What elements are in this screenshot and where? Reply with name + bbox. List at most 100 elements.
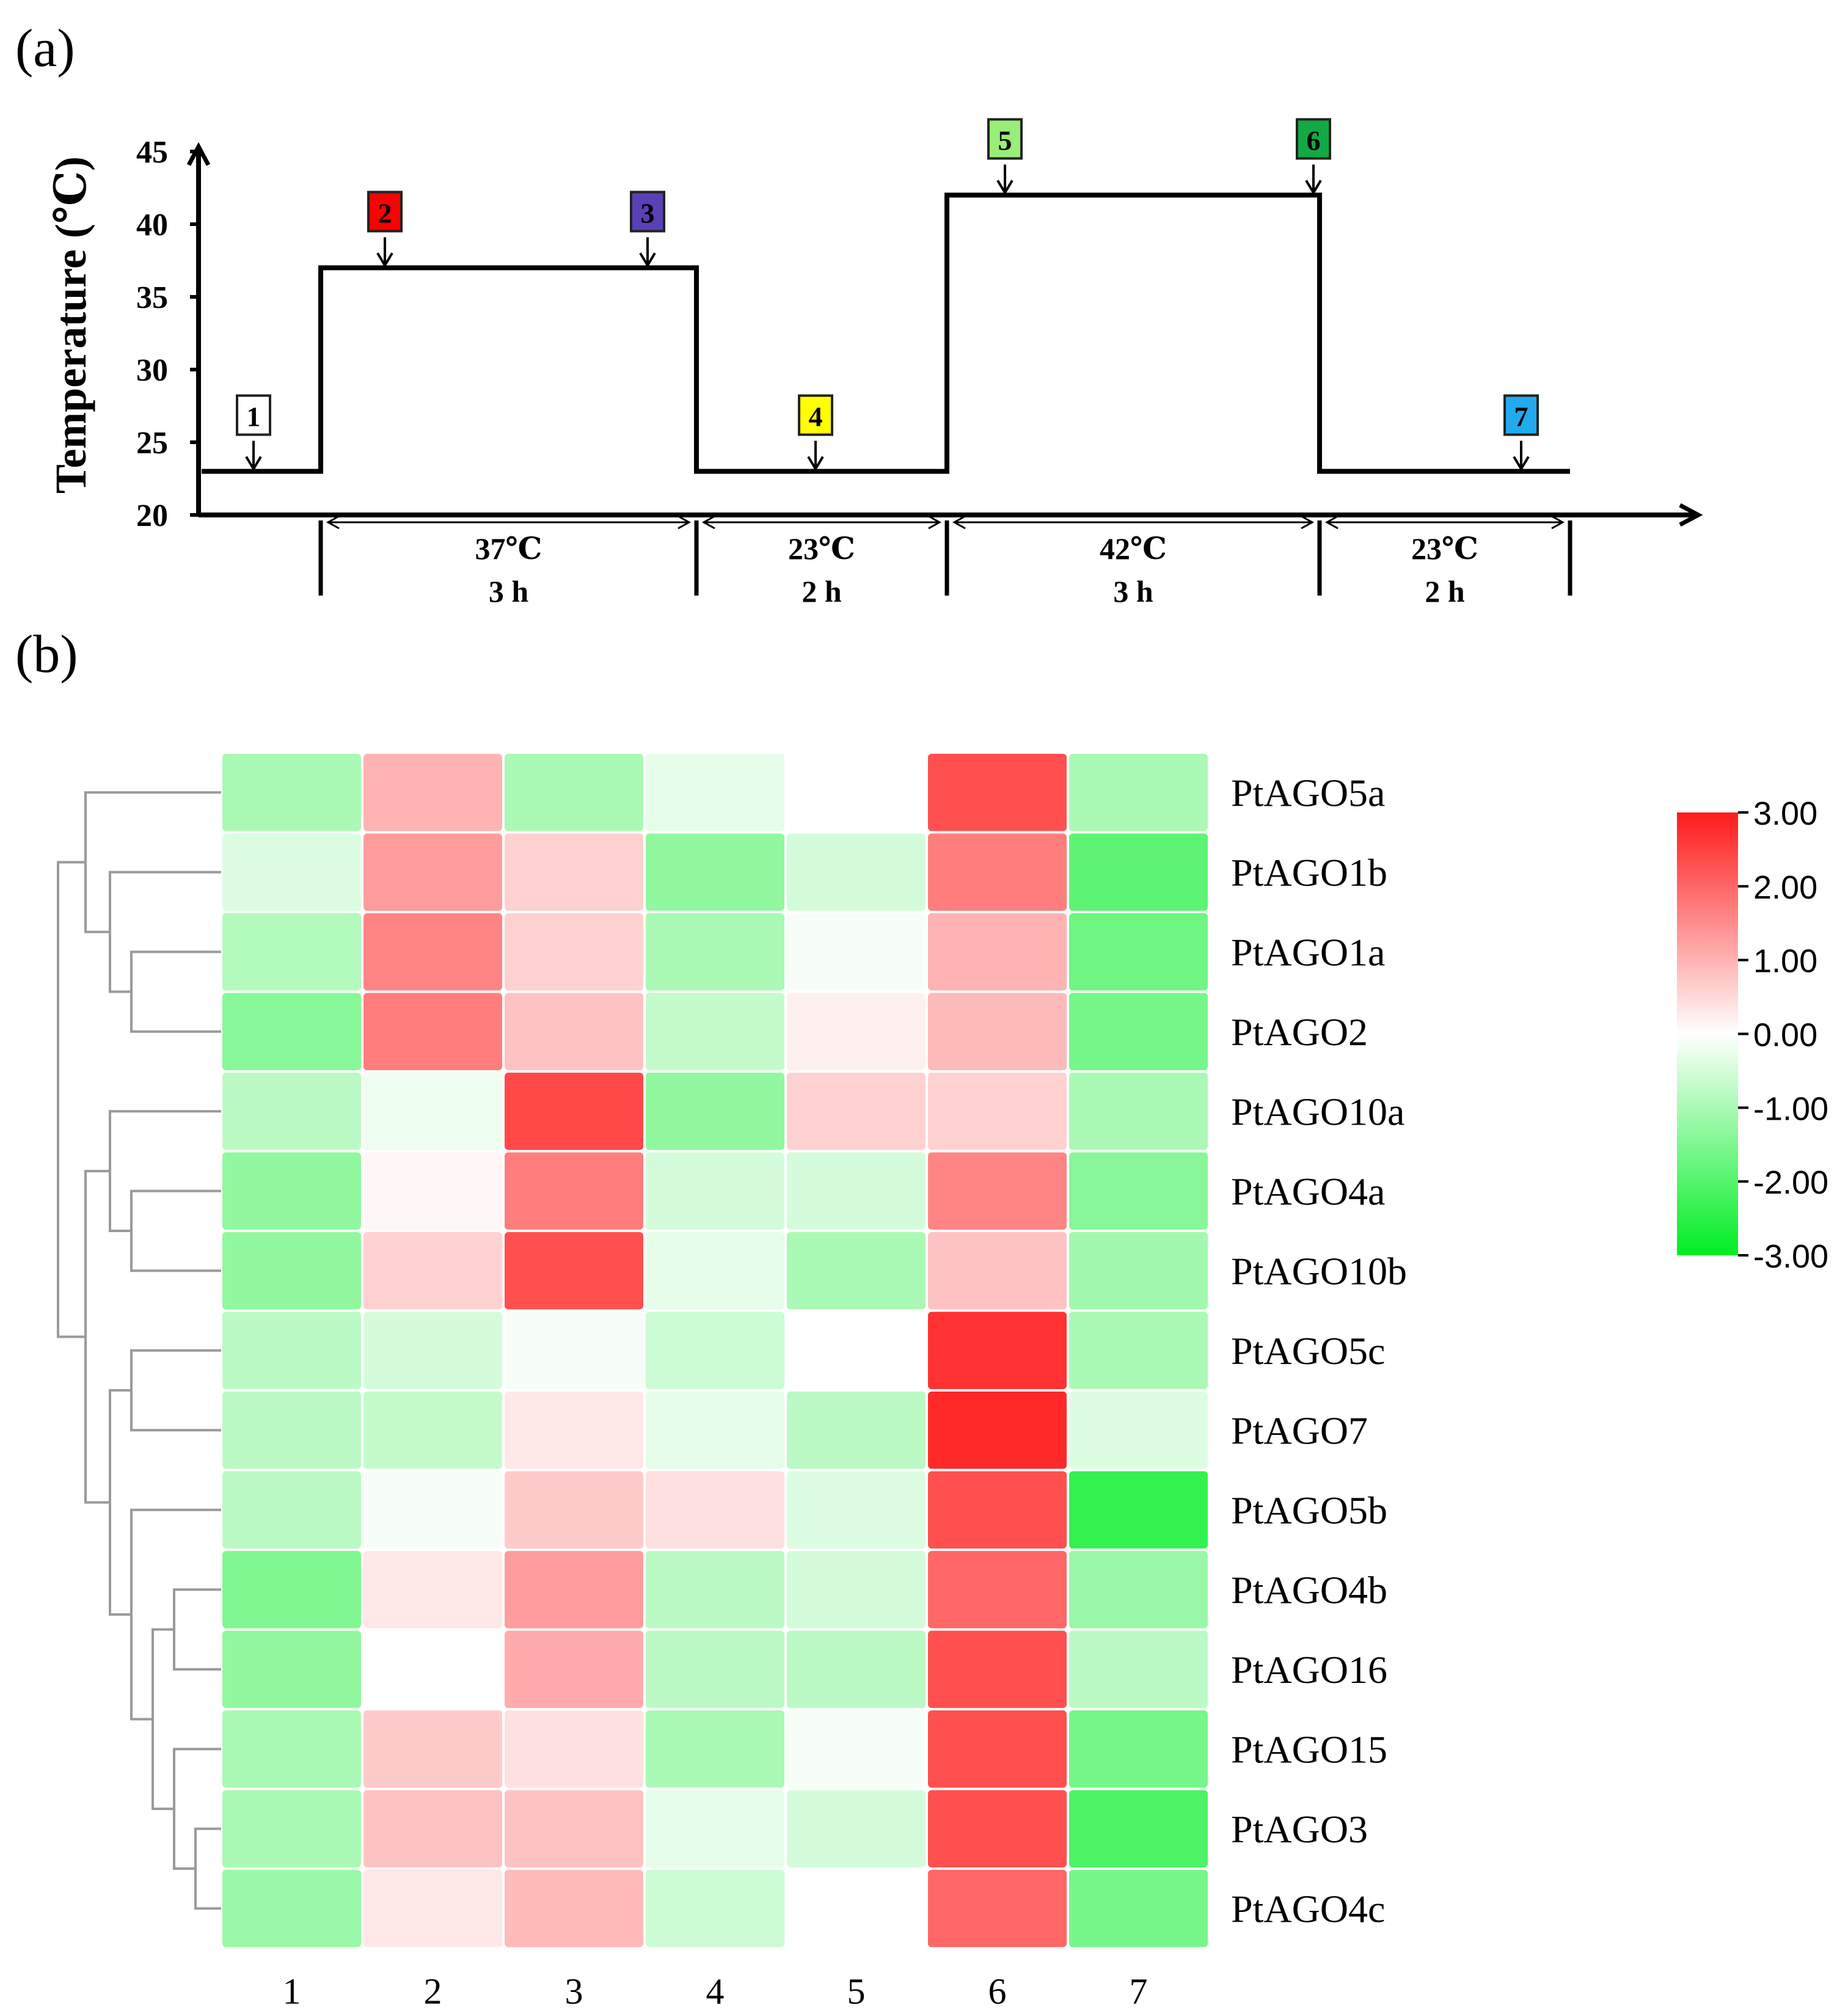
sample-marker-1: 1 — [236, 394, 271, 472]
heatmap-cell — [646, 1232, 784, 1310]
dendrogram-branch — [130, 1349, 221, 1432]
heatmap-cell — [646, 1471, 784, 1549]
column-label: 6 — [988, 1971, 1007, 2012]
heatmap-cell — [505, 1073, 643, 1150]
heatmap-cell — [646, 754, 784, 831]
phase-duration-label: 3 h — [1113, 574, 1153, 608]
heatmap-cell — [787, 754, 926, 831]
heatmap-cell — [222, 1710, 361, 1788]
heatmap-cell — [1069, 913, 1208, 991]
heatmap-cell — [646, 1312, 784, 1389]
phase-bracket: 42℃3 h — [944, 515, 1315, 608]
heatmap-cell — [646, 1392, 784, 1469]
row-dendrogram — [57, 791, 221, 1910]
heatmap-cell — [646, 1152, 784, 1230]
heatmap-cell — [1069, 1551, 1208, 1629]
column-label: 2 — [424, 1971, 442, 2012]
heatmap-cell — [363, 1870, 502, 1947]
heatmap-cell — [222, 1152, 361, 1230]
y-tick-label: 45 — [136, 135, 168, 170]
colorbar-tick-label: 3.00 — [1753, 795, 1817, 832]
row-label: PtAGO15 — [1231, 1728, 1387, 1771]
colorbar — [1677, 812, 1738, 1255]
dendrogram-branch — [194, 1827, 221, 1910]
row-label: PtAGO7 — [1231, 1409, 1368, 1452]
heatmap-cell — [787, 1710, 926, 1788]
row-label: PtAGO10b — [1231, 1249, 1407, 1293]
sample-marker-5: 5 — [987, 118, 1023, 195]
sample-marker-2: 2 — [367, 191, 403, 268]
heatmap-cell — [928, 993, 1067, 1070]
row-label: PtAGO10a — [1231, 1090, 1404, 1133]
expression-heatmap: (b) PtAGO5a PtAGO1b PtAGO1a PtAGO2 PtAGO10a P… — [15, 625, 1828, 2012]
phase-bracket: 37℃3 h — [318, 515, 692, 608]
y-tick-label: 20 — [136, 498, 168, 533]
colorbar-tick-label: 0.00 — [1753, 1017, 1817, 1054]
sample-marker-label: 4 — [809, 401, 823, 432]
heatmap-cell — [222, 1232, 361, 1310]
heatmap-cell — [1069, 1870, 1208, 1947]
heatmap-cell — [363, 913, 502, 991]
dendrogram-branch — [109, 870, 221, 993]
row-label: PtAGO5a — [1231, 771, 1385, 814]
heatmap-cell — [505, 1870, 643, 1947]
heatmap-cell — [646, 1551, 784, 1629]
heatmap-cell — [787, 1392, 926, 1469]
heatmap-cell — [787, 1870, 926, 1947]
panel-a-label: (a) — [15, 19, 75, 78]
dendrogram-branch — [109, 1389, 131, 1616]
heatmap-cell — [1069, 754, 1208, 831]
heatmap-cell — [1069, 1152, 1208, 1230]
heatmap-cell — [363, 993, 502, 1070]
column-label: 4 — [706, 1971, 725, 2012]
heatmap-cell — [222, 1790, 361, 1867]
heatmap-cell — [646, 1073, 784, 1150]
heatmap-cell — [222, 1630, 361, 1708]
y-tick-label: 25 — [136, 426, 168, 461]
temperature-line — [202, 192, 1570, 474]
heatmap-cell — [787, 1312, 926, 1389]
row-label: PtAGO2 — [1231, 1010, 1368, 1054]
heatmap-cell — [928, 1073, 1067, 1150]
colorbar-tick-label: -3.00 — [1753, 1238, 1828, 1275]
heatmap-cell — [646, 1870, 784, 1947]
heatmap-cell — [505, 1232, 643, 1310]
heatmap-cell — [505, 833, 643, 911]
row-label: PtAGO16 — [1231, 1648, 1387, 1691]
dendrogram-branch — [84, 791, 221, 933]
x-axis-arrow — [1679, 503, 1703, 527]
row-label: PtAGO1a — [1231, 930, 1385, 974]
heatmap-cell — [505, 1790, 643, 1867]
heatmap-cell — [505, 1312, 643, 1389]
heatmap-cell — [363, 1551, 502, 1629]
heatmap-cell — [1069, 833, 1208, 911]
heatmap-cell — [646, 993, 784, 1070]
heatmap-cell — [222, 1073, 361, 1150]
heatmap-cell — [222, 833, 361, 911]
heatmap-cell — [928, 1471, 1067, 1549]
heatmap-cell — [787, 1152, 926, 1230]
dendrogram-branch — [130, 950, 221, 1033]
heatmap-cell — [928, 1790, 1067, 1867]
row-label: PtAGO4b — [1231, 1568, 1387, 1611]
heatmap-cell — [787, 1790, 926, 1867]
heatmap-cell — [222, 1551, 361, 1629]
dendrogram-branch — [130, 1508, 221, 1721]
heatmap-cell — [646, 833, 784, 911]
colorbar-tick-label: 1.00 — [1753, 943, 1817, 980]
column-label: 5 — [847, 1971, 866, 2012]
heatmap-cell — [928, 1152, 1067, 1230]
heatmap-cell — [1069, 993, 1208, 1070]
heatmap-cell — [363, 1232, 502, 1310]
sample-marker-label: 3 — [641, 197, 655, 228]
heatmap-cell — [222, 1392, 361, 1469]
row-label: PtAGO3 — [1231, 1808, 1368, 1851]
heatmap-cell — [787, 1232, 926, 1310]
heatmap-cell — [928, 1870, 1067, 1947]
dendrogram-branch — [84, 1170, 110, 1504]
dendrogram-branch — [109, 1110, 221, 1232]
heatmap-cell — [1069, 1392, 1208, 1469]
colorbar-tick-label: -2.00 — [1753, 1164, 1828, 1201]
heatmap-cell — [363, 1392, 502, 1469]
